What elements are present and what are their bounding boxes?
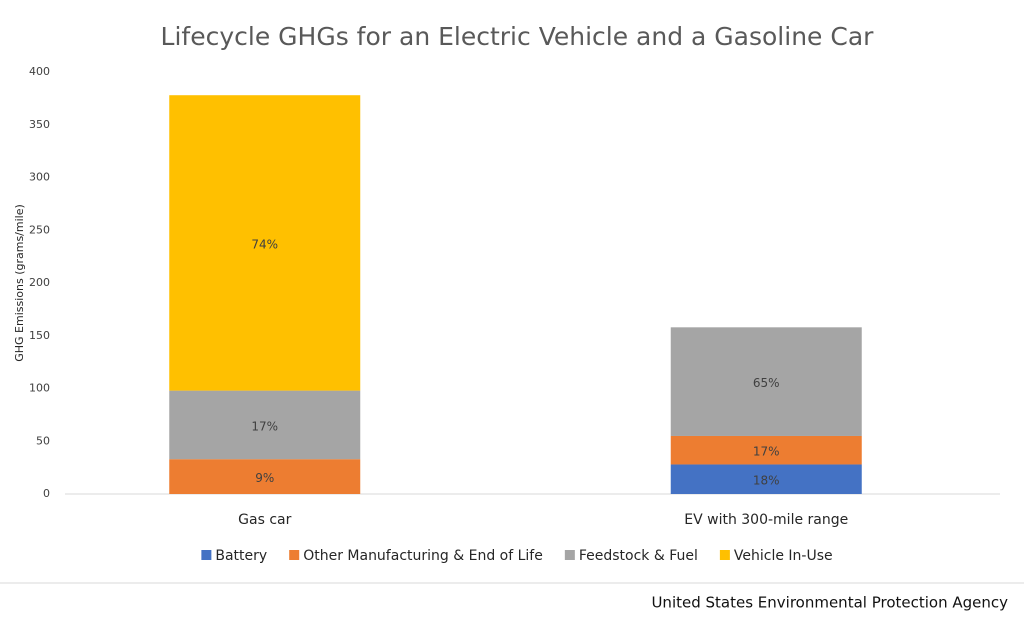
source: United States Environmental Protection A… [651,594,1008,612]
legend-label: Battery [215,548,267,564]
data-label: 74% [251,237,278,251]
bar-segment [670,464,862,494]
x-tick-label: Gas car [238,512,291,528]
data-label: 17% [753,445,780,459]
data-label: 17% [251,419,278,433]
bar-segment [670,435,862,465]
y-tick-label: 200 [29,276,50,289]
y-tick-label: 50 [36,434,50,447]
data-label: 9% [255,471,274,485]
y-tick-label: 400 [29,65,50,78]
bar-segment [169,390,361,460]
y-tick-label: 0 [43,487,50,500]
chart-title: Lifecycle GHGs for an Electric Vehicle a… [161,22,875,51]
y-tick-label: 350 [29,118,50,131]
bar-segment [169,459,361,494]
legend-label: Feedstock & Fuel [579,548,698,564]
data-label: 65% [753,376,780,390]
legend-swatch [289,550,300,560]
y-tick-label: 250 [29,223,50,236]
legend-swatch [564,550,575,560]
y-axis-label: GHG Emissions (grams/mile) [13,204,26,362]
x-tick-label: EV with 300-mile range [684,512,848,528]
legend-label: Vehicle In-Use [734,548,833,564]
y-tick-label: 300 [29,171,50,184]
bar-segment [169,95,361,391]
y-tick-label: 150 [29,329,50,342]
legend-swatch [719,550,730,560]
legend-label: Other Manufacturing & End of Life [303,548,543,564]
bar-segment [670,327,862,436]
y-tick-label: 100 [29,382,50,395]
legend-swatch [201,550,212,560]
data-label: 18% [753,474,780,488]
